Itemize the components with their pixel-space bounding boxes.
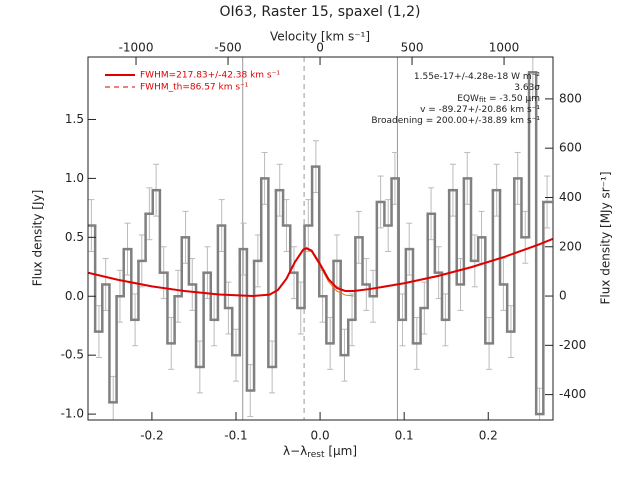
annotation-rest: = -3.50 μm [486, 94, 540, 104]
annotation: v = -89.27+/-20.86 km s⁻¹ [420, 105, 540, 115]
step-connector [93, 72, 545, 415]
annotation: 1.55e-17+/-4.28e-18 W m⁻² [414, 72, 541, 82]
chart-title: OI63, Raster 15, spaxel (1,2) [220, 4, 421, 20]
annotation-sub: fit [479, 96, 486, 104]
top-x-tick-label: 0 [316, 41, 324, 55]
y-tick-label: 0.5 [65, 230, 84, 244]
y-tick-label: -0.5 [61, 348, 84, 362]
x-tick-label: -0.2 [140, 429, 163, 443]
top-axis-label: Velocity [km s⁻¹] [270, 30, 370, 44]
x-tick-label: -0.1 [224, 429, 247, 443]
annotation-text: EQW [457, 94, 479, 104]
y2-tick-label: 400 [559, 190, 582, 204]
annotation: 3.63σ [514, 83, 540, 93]
annotation: Broadening = 200.00+/-38.89 km s⁻¹ [371, 116, 540, 126]
annotation-text: 3.63σ [514, 83, 540, 93]
x-label-unit: [μm] [325, 444, 358, 458]
y2-tick-label: 200 [559, 239, 582, 253]
y-axis-label: Flux density [Jy] [31, 190, 45, 287]
y2-tick-label: -400 [559, 387, 586, 401]
y2-tick-label: 800 [559, 91, 582, 105]
fit-curve [88, 237, 553, 298]
x-label-sub: rest [307, 450, 325, 460]
top-x-tick-label: 1000 [489, 41, 520, 55]
y-tick-label: 1.5 [65, 112, 84, 126]
y2-axis-label: Flux density [MJy sr⁻¹] [599, 171, 613, 304]
y2-tick-label: 600 [559, 141, 582, 155]
x-tick-label: 0.0 [311, 429, 330, 443]
y-tick-label: -1.0 [61, 407, 84, 421]
x-tick-label: 0.1 [395, 429, 414, 443]
annotation: EQWfit = -3.50 μm [457, 94, 540, 105]
annotation-text: 1.55e-17+/-4.28e-18 W m⁻² [414, 72, 541, 82]
top-x-tick-label: -1000 [119, 41, 154, 55]
y-tick-label: 1.0 [65, 171, 84, 185]
legend-label: FWHM=217.83+/-42.38 km s⁻¹ [140, 71, 280, 81]
annotation-text: v = -89.27+/-20.86 km s⁻¹ [420, 105, 540, 115]
plot-area [88, 57, 553, 420]
top-x-tick-label: -500 [214, 41, 241, 55]
top-x-tick-label: 500 [401, 41, 424, 55]
y2-tick-label: 0 [559, 289, 567, 303]
x-axis-label: λ−λrest [μm] [283, 444, 357, 460]
legend-label: FWHM_th=86.57 km s⁻¹ [140, 83, 249, 93]
y-tick-label: 0.0 [65, 289, 84, 303]
annotation-text: Broadening = 200.00+/-38.89 km s⁻¹ [371, 116, 540, 126]
x-label-main: λ−λ [283, 444, 307, 458]
x-tick-label: 0.2 [479, 429, 498, 443]
y2-tick-label: -200 [559, 338, 586, 352]
